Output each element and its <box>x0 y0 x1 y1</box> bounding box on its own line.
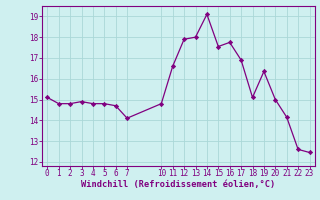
X-axis label: Windchill (Refroidissement éolien,°C): Windchill (Refroidissement éolien,°C) <box>81 180 276 189</box>
